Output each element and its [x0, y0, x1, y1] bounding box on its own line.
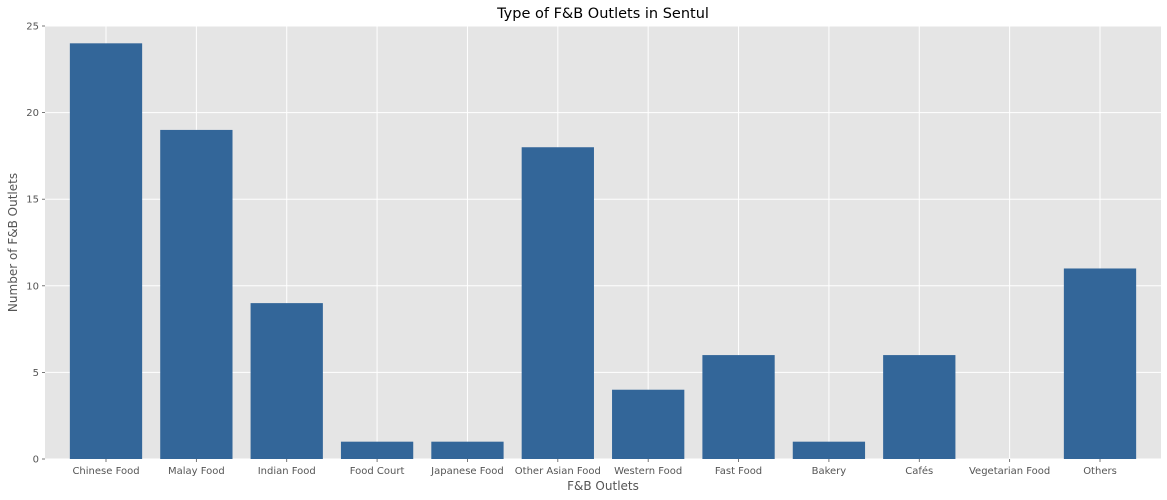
bar-malay-food	[160, 129, 233, 460]
x-tick-label: Vegetarian Food	[969, 466, 1050, 477]
x-tick-label: Western Food	[614, 466, 682, 477]
y-tick-labels: 0 5 10 15 20 25	[26, 22, 45, 466]
y-tick-label: 10	[26, 281, 39, 292]
x-tick-label: Other Asian Food	[515, 466, 601, 477]
y-tick-label: 25	[26, 22, 39, 33]
x-tick-label: Japanese Food	[430, 466, 504, 477]
bar-bakery	[792, 441, 866, 459]
x-axis-label: F&B Outlets	[567, 479, 639, 493]
y-tick-label: 15	[26, 195, 39, 206]
x-tick-label: Food Court	[350, 466, 405, 477]
x-tick-label: Bakery	[812, 466, 847, 477]
y-tick-label: 5	[33, 368, 39, 379]
bars-group	[69, 43, 1137, 460]
bar-indian-food	[250, 303, 323, 459]
bar-western-food	[612, 389, 685, 459]
x-tick-label: Others	[1083, 466, 1117, 477]
bar-fast-food	[702, 355, 775, 459]
y-axis-label: Number of F&B Outlets	[6, 173, 20, 312]
bar-other-asian-food	[521, 147, 594, 460]
x-tick-labels: Chinese Food Malay Food Indian Food Food Co…	[72, 459, 1117, 477]
x-tick-label: Malay Food	[168, 466, 225, 477]
chart-title: Type of F&B Outlets in Sentul	[496, 6, 709, 22]
x-tick-label: Fast Food	[715, 466, 762, 477]
x-tick-label: Cafés	[905, 465, 933, 477]
bar-caf-s	[883, 355, 956, 459]
bar-others	[1063, 268, 1137, 459]
bar-japanese-food	[431, 441, 504, 459]
bar-food-court	[340, 441, 414, 459]
bar-chinese-food	[69, 43, 143, 459]
x-tick-label: Indian Food	[258, 466, 316, 477]
y-tick-label: 0	[33, 455, 39, 466]
x-tick-label: Chinese Food	[72, 466, 139, 477]
y-tick-label: 20	[26, 108, 39, 119]
